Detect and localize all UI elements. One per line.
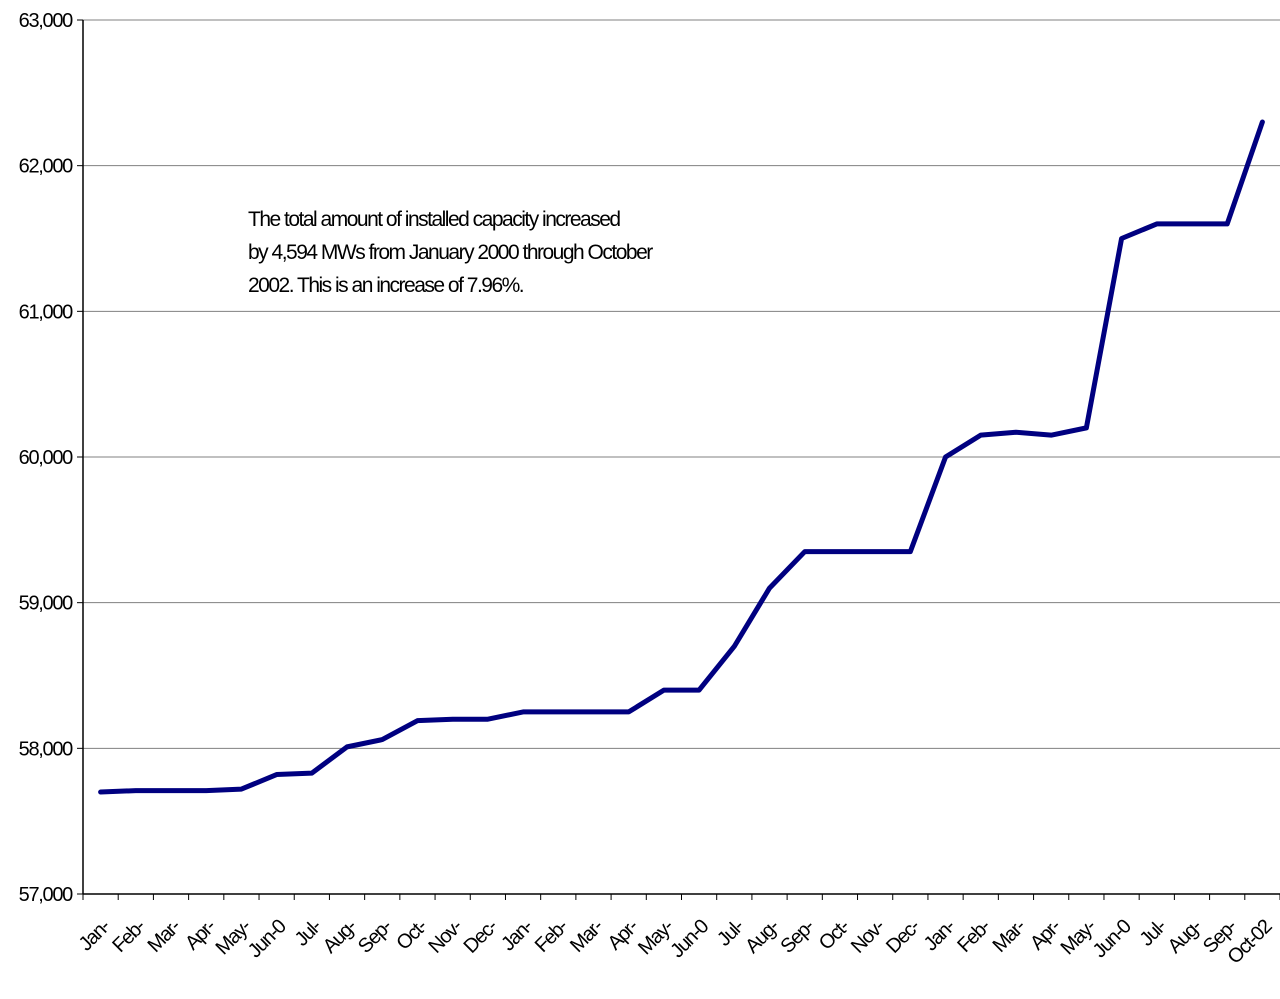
x-tick-label: Jan- bbox=[497, 916, 537, 956]
x-tick-label: Mar- bbox=[144, 916, 185, 957]
y-tick-label: 63,000 bbox=[19, 10, 74, 32]
y-tick-label: 61,000 bbox=[19, 301, 74, 323]
x-tick-label: Jul- bbox=[1136, 916, 1171, 951]
x-tick-label: Sep- bbox=[354, 916, 396, 958]
x-tick-label: Jun-0 bbox=[1089, 915, 1136, 962]
x-tick-label: Sep- bbox=[777, 916, 819, 958]
y-tick-label: 62,000 bbox=[19, 156, 74, 178]
x-tick-label: Mar- bbox=[989, 916, 1030, 957]
x-tick-label: Aug- bbox=[319, 916, 361, 958]
x-tick-label: Oct- bbox=[392, 916, 431, 955]
x-tick-label: Apr- bbox=[181, 916, 220, 955]
annotation-line: by 4,594 MWs from January 2000 through O… bbox=[248, 241, 653, 264]
x-tick-label: Apr- bbox=[604, 916, 643, 955]
x-tick-label: Jan- bbox=[75, 916, 115, 956]
y-tick-label: 59,000 bbox=[19, 593, 74, 615]
y-tick-label: 57,000 bbox=[19, 884, 74, 906]
x-tick-label: Feb- bbox=[953, 916, 994, 957]
x-tick-label: Oct- bbox=[815, 916, 854, 955]
x-tick-label: Nov- bbox=[847, 916, 889, 958]
y-tick-label: 60,000 bbox=[19, 447, 74, 469]
x-tick-label: Feb- bbox=[531, 916, 572, 957]
x-tick-label: Feb- bbox=[108, 916, 149, 957]
x-tick-label: Jul- bbox=[713, 916, 748, 951]
x-tick-label: Jun-0 bbox=[666, 915, 713, 962]
y-tick-label: 58,000 bbox=[19, 738, 74, 760]
annotation-line: 2002. This is an increase of 7.96%. bbox=[248, 274, 523, 297]
x-tick-label: Apr- bbox=[1026, 916, 1065, 955]
x-tick-label: Dec- bbox=[882, 916, 924, 958]
x-tick-label: Jan- bbox=[920, 916, 960, 956]
x-tick-label: Jun-0 bbox=[244, 915, 291, 962]
annotation-line: The total amount of installed capacity i… bbox=[248, 208, 620, 231]
x-tick-label: Aug- bbox=[741, 916, 783, 958]
x-tick-label: Aug- bbox=[1164, 916, 1206, 958]
x-tick-label: Mar- bbox=[566, 916, 607, 957]
data-line bbox=[98, 119, 1265, 795]
x-tick-label: Dec- bbox=[460, 916, 502, 958]
x-tick-label: Nov- bbox=[424, 916, 466, 958]
x-tick-label: Jul- bbox=[291, 916, 326, 951]
